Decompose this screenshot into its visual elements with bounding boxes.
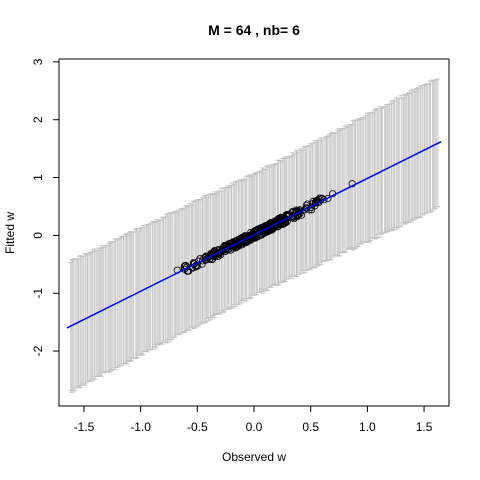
data-point (303, 204, 311, 212)
y-tick-label: 2 (31, 116, 45, 123)
fit-line (66, 141, 442, 329)
chart-title: M = 64 , nb= 6 (208, 22, 300, 38)
x-tick-label: -1.5 (74, 420, 95, 434)
x-tick-label: 1.0 (359, 420, 376, 434)
x-axis: -1.5 -1.0 -0.5 0.0 0.5 1.0 1.5 (74, 405, 433, 434)
data-point (221, 245, 230, 253)
data-point (300, 206, 309, 214)
x-axis-label: Observed w (222, 450, 286, 464)
data-point (180, 265, 189, 273)
data-point (302, 204, 311, 212)
x-tick-label: 0.5 (302, 420, 319, 434)
y-axis-label: Fitted w (3, 212, 17, 254)
x-tick-label: 0.0 (246, 420, 263, 434)
data-point (291, 210, 299, 218)
x-tick-label: -1.0 (130, 420, 151, 434)
y-tick-label: 0 (31, 232, 45, 239)
data-point (209, 251, 217, 260)
y-tick-label: 3 (31, 58, 45, 65)
y-tick-label: -1 (31, 288, 45, 299)
y-tick-label: 1 (31, 174, 45, 181)
fit-line-group (66, 141, 442, 329)
data-point (239, 236, 247, 244)
data-point (217, 246, 226, 255)
y-axis: -2 -1 0 1 2 3 (31, 58, 60, 356)
x-tick-label: 1.5 (416, 420, 433, 434)
data-point (275, 214, 283, 223)
x-tick-label: -0.5 (187, 420, 208, 434)
y-tick-label: -2 (31, 345, 45, 356)
data-point (324, 194, 332, 203)
